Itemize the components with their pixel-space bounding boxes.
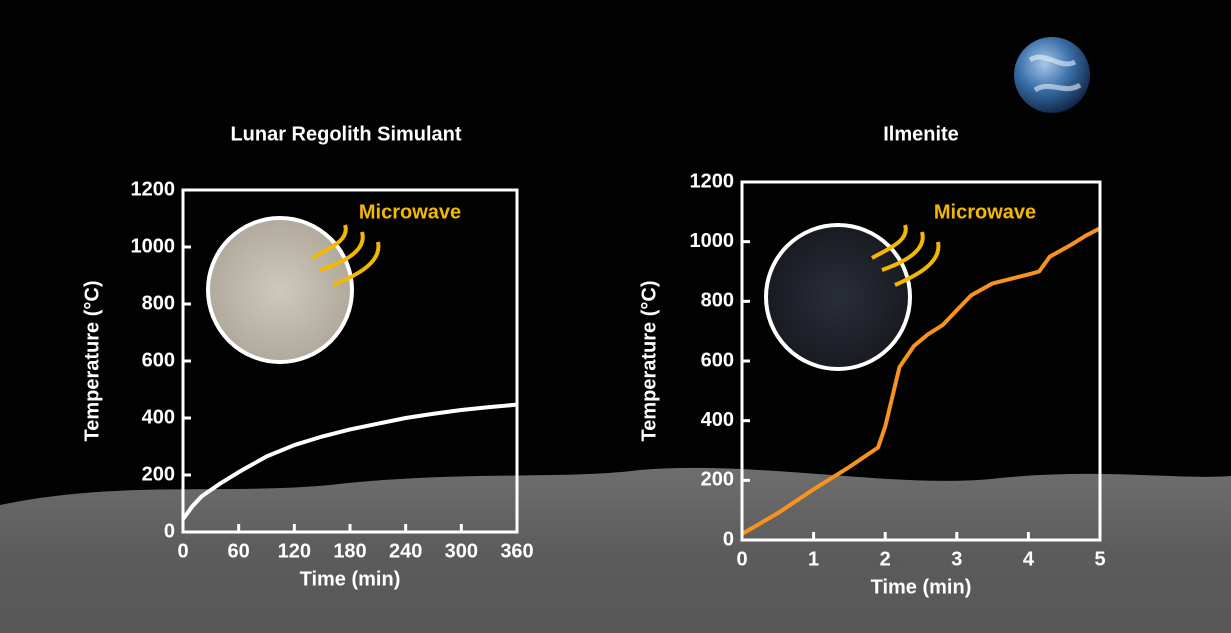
x-tick-label: 4	[1023, 548, 1035, 570]
sample-ilmenite	[766, 225, 910, 369]
x-tick-label: 360	[500, 540, 533, 562]
y-tick-label: 400	[701, 409, 734, 431]
x-tick-label: 5	[1094, 548, 1105, 570]
x-tick-label: 3	[951, 548, 962, 570]
y-tick-label: 800	[142, 292, 175, 314]
x-tick-label: 0	[736, 548, 747, 570]
annotation: Microwave	[359, 201, 461, 223]
x-tick-label: 60	[228, 540, 250, 562]
y-tick-label: 1200	[131, 178, 176, 200]
y-tick-label: 200	[142, 463, 175, 485]
x-axis-label: Time (min)	[871, 576, 972, 598]
x-tick-label: 0	[177, 540, 188, 562]
chart-title: Lunar Regolith Simulant	[230, 123, 461, 145]
y-tick-label: 600	[142, 349, 175, 371]
y-tick-label: 1200	[690, 170, 735, 192]
x-tick-label: 300	[445, 540, 478, 562]
lunar-ridge	[0, 551, 1231, 633]
x-tick-label: 240	[389, 540, 422, 562]
chart-title: Ilmenite	[883, 123, 959, 145]
chart: Lunar Regolith SimulantMicrowave02004006…	[0, 0, 1231, 633]
y-tick-label: 0	[723, 528, 734, 550]
page: Lunar Regolith SimulantMicrowave02004006…	[0, 0, 1231, 633]
x-tick-label: 1	[808, 548, 819, 570]
y-axis-label: Temperature (°C)	[81, 281, 103, 442]
x-tick-label: 120	[278, 540, 311, 562]
y-tick-label: 400	[142, 406, 175, 428]
x-tick-label: 180	[333, 540, 366, 562]
x-tick-label: 2	[880, 548, 891, 570]
x-axis-label: Time (min)	[300, 568, 401, 590]
y-tick-label: 200	[701, 469, 734, 491]
annotation: Microwave	[934, 201, 1036, 223]
earth	[1014, 37, 1090, 113]
y-tick-label: 800	[701, 290, 734, 312]
y-tick-label: 0	[164, 520, 175, 542]
y-tick-label: 600	[701, 349, 734, 371]
y-tick-label: 1000	[131, 235, 176, 257]
sample-regolith	[208, 218, 352, 362]
y-axis-label: Temperature (°C)	[638, 281, 660, 442]
y-tick-label: 1000	[690, 230, 735, 252]
